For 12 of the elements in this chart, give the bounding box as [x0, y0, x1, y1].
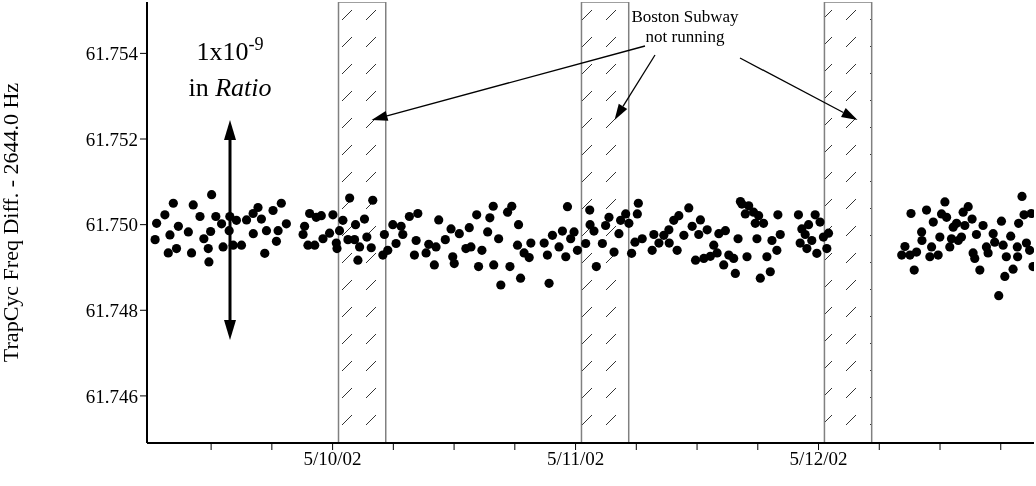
annotation: in Ratio: [188, 73, 272, 102]
y-tick-label: 61.754: [85, 43, 139, 65]
x-tick-label: 5/10/02: [303, 448, 362, 470]
y-tick-label: 61.748: [85, 300, 138, 322]
band-label: Boston Subway not running: [631, 7, 740, 46]
y-axis-title: TrapCyc Freq Diff. - 2644.0 Hz: [0, 82, 23, 363]
x-tick-label: 5/11/02: [546, 448, 605, 470]
y-tick-label: 61.752: [85, 128, 138, 150]
x-tick-label: 5/12/02: [789, 448, 848, 470]
y-tick-label: 61.750: [85, 214, 138, 236]
annotation: 1x10$^{-9}$: [196, 34, 264, 66]
y-tick-label: 61.746: [85, 385, 138, 407]
